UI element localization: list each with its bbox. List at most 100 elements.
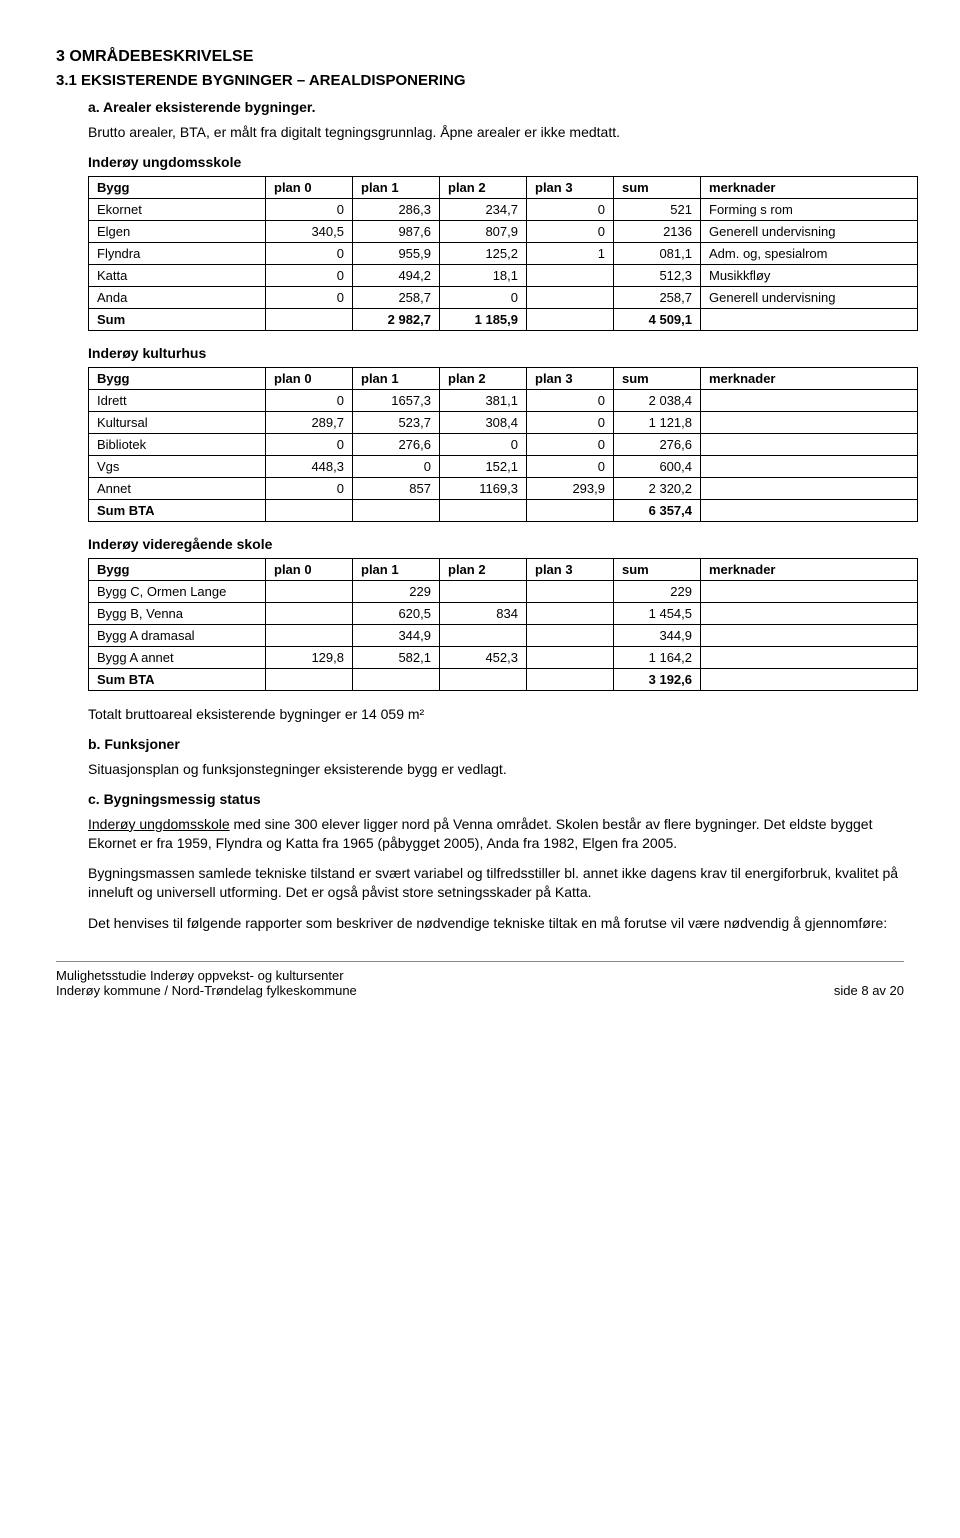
item-c-paragraph-3: Det henvises til følgende rapporter som … <box>88 914 904 933</box>
table-cell: 1 185,9 <box>440 308 527 330</box>
table-header-cell: merknader <box>701 367 918 389</box>
table-row: Bibliotek0276,600276,6 <box>89 433 918 455</box>
table-cell: 0 <box>527 198 614 220</box>
table-cell: 2 038,4 <box>614 389 701 411</box>
table-row: Sum2 982,71 185,94 509,1 <box>89 308 918 330</box>
table-2-title: Inderøy kulturhus <box>88 345 904 361</box>
table-cell: 276,6 <box>353 433 440 455</box>
table-cell: 081,1 <box>614 242 701 264</box>
table-cell <box>701 499 918 521</box>
table-row: Elgen340,5987,6807,902136Generell underv… <box>89 220 918 242</box>
table-row: Sum BTA6 357,4 <box>89 499 918 521</box>
table-header-cell: plan 3 <box>527 558 614 580</box>
page-footer: Mulighetsstudie Inderøy oppvekst- og kul… <box>56 968 904 998</box>
table-header-cell: plan 0 <box>266 558 353 580</box>
table-row: Bygg B, Venna 620,5834 1 454,5 <box>89 602 918 624</box>
table-cell: Annet <box>89 477 266 499</box>
table-cell: 3 192,6 <box>614 668 701 690</box>
table-cell: Bibliotek <box>89 433 266 455</box>
table-cell: 807,9 <box>440 220 527 242</box>
table-cell: 620,5 <box>353 602 440 624</box>
table-cell: 18,1 <box>440 264 527 286</box>
table-cell: Musikkfløy <box>701 264 918 286</box>
footer-divider <box>56 961 904 962</box>
table-cell: 258,7 <box>353 286 440 308</box>
table-cell <box>527 668 614 690</box>
table-cell <box>440 668 527 690</box>
table-row: Katta0494,218,1512,3Musikkfløy <box>89 264 918 286</box>
table-header-cell: Bygg <box>89 176 266 198</box>
table-cell: 1657,3 <box>353 389 440 411</box>
table-cell: 0 <box>266 242 353 264</box>
table-cell: Bygg B, Venna <box>89 602 266 624</box>
table-cell: 308,4 <box>440 411 527 433</box>
table-cell: 125,2 <box>440 242 527 264</box>
table-header-cell: merknader <box>701 176 918 198</box>
table-cell: Forming s rom <box>701 198 918 220</box>
table-cell: 2136 <box>614 220 701 242</box>
table-cell <box>440 499 527 521</box>
table-cell: 600,4 <box>614 455 701 477</box>
table-cell <box>701 668 918 690</box>
table-cell <box>701 389 918 411</box>
table-header-cell: plan 2 <box>440 176 527 198</box>
table-cell: Bygg A annet <box>89 646 266 668</box>
table-cell: Ekornet <box>89 198 266 220</box>
table-cell: 340,5 <box>266 220 353 242</box>
table-cell: 0 <box>266 433 353 455</box>
table-cell: 1 454,5 <box>614 602 701 624</box>
table-cell <box>527 264 614 286</box>
table-cell: 0 <box>527 411 614 433</box>
table-header-cell: Bygg <box>89 558 266 580</box>
table-header-cell: plan 3 <box>527 367 614 389</box>
table-cell: Generell undervisning <box>701 220 918 242</box>
table-cell: 289,7 <box>266 411 353 433</box>
table-cell: Flyndra <box>89 242 266 264</box>
table-cell: Sum BTA <box>89 668 266 690</box>
table-cell: 987,6 <box>353 220 440 242</box>
table-cell: 857 <box>353 477 440 499</box>
table-header-cell: plan 1 <box>353 367 440 389</box>
table-row: Anda0258,70258,7Generell undervisning <box>89 286 918 308</box>
table-cell: 834 <box>440 602 527 624</box>
table-cell: 494,2 <box>353 264 440 286</box>
table-header-cell: Bygg <box>89 367 266 389</box>
subsection-3-1-heading: 3.1 EKSISTERENDE BYGNINGER – AREALDISPON… <box>56 72 904 89</box>
item-c-paragraph-1: Inderøy ungdomsskole med sine 300 elever… <box>88 815 904 853</box>
total-area-line: Totalt bruttoareal eksisterende bygninge… <box>88 705 904 724</box>
table-header-cell: plan 1 <box>353 176 440 198</box>
table-header-cell: sum <box>614 558 701 580</box>
table-cell <box>701 455 918 477</box>
table-kulturhus: Byggplan 0plan 1plan 2plan 3summerknader… <box>88 367 918 522</box>
table-cell: Idrett <box>89 389 266 411</box>
item-c-label: c. Bygningsmessig status <box>88 791 904 807</box>
table-cell: 1 164,2 <box>614 646 701 668</box>
item-b-paragraph: Situasjonsplan og funksjonstegninger eks… <box>88 760 904 779</box>
table-row: Kultursal289,7523,7308,401 121,8 <box>89 411 918 433</box>
table-cell: 344,9 <box>614 624 701 646</box>
table-header-cell: sum <box>614 367 701 389</box>
table-cell <box>266 602 353 624</box>
table-cell: 1 121,8 <box>614 411 701 433</box>
table-cell <box>266 580 353 602</box>
table-header-cell: sum <box>614 176 701 198</box>
table-cell: Sum <box>89 308 266 330</box>
table-cell: Generell undervisning <box>701 286 918 308</box>
footer-right: side 8 av 20 <box>834 983 904 998</box>
item-a-paragraph: Brutto arealer, BTA, er målt fra digital… <box>88 123 904 142</box>
table-cell: 955,9 <box>353 242 440 264</box>
table-row: Ekornet0286,3234,70521Forming s rom <box>89 198 918 220</box>
item-b-label: b. Funksjoner <box>88 736 904 752</box>
table-cell <box>701 646 918 668</box>
table-cell: Katta <box>89 264 266 286</box>
table-cell: 521 <box>614 198 701 220</box>
table-cell: 0 <box>527 433 614 455</box>
table-cell: 512,3 <box>614 264 701 286</box>
table-cell <box>266 624 353 646</box>
table-cell: 582,1 <box>353 646 440 668</box>
table-cell: 0 <box>266 198 353 220</box>
table-cell <box>527 308 614 330</box>
table-cell: 1169,3 <box>440 477 527 499</box>
table-cell <box>527 624 614 646</box>
table-cell: 4 509,1 <box>614 308 701 330</box>
